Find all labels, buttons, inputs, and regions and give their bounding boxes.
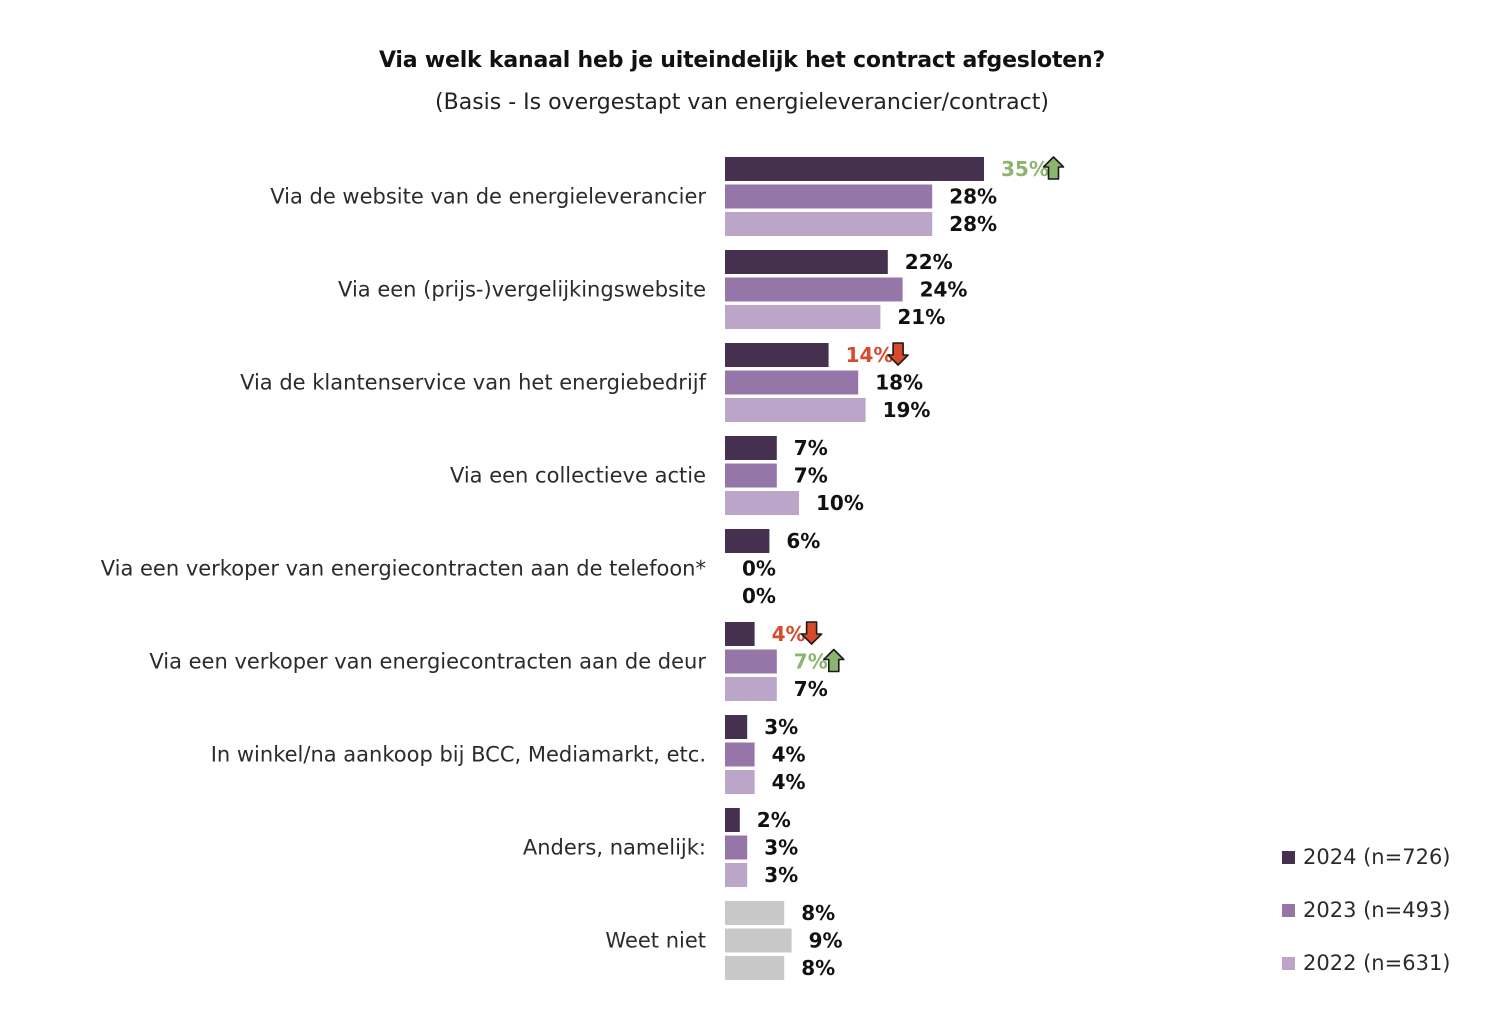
value-label-2022-via-een-collectieve-actie: 10%	[816, 491, 864, 515]
bar-2024-anders-namelijk	[725, 808, 740, 832]
category-label-via-een-prijs-vergelijkingswebsite: Via een (prijs-)vergelijkingswebsite	[338, 278, 706, 302]
bar-2024-via-de-website-van-de-energieleverancier	[725, 157, 984, 181]
bar-2024-via-een-collectieve-actie	[725, 436, 777, 460]
bar-2023-via-een-prijs-vergelijkingswebsite	[725, 277, 903, 302]
category-label-via-een-collectieve-actie: Via een collectieve actie	[450, 464, 706, 488]
value-label-2024-via-een-verkoper-van-energiecontracten-aan-de-deur: 4%	[772, 622, 806, 646]
bar-2022-via-de-klantenservice-van-het-energiebedrijf	[725, 398, 866, 422]
bar-2023-anders-namelijk	[725, 835, 748, 860]
trend-down-icon-2024-via-de-klantenservice-van-het-energiebedrijf	[887, 342, 909, 366]
value-label-2022-via-de-website-van-de-energieleverancier: 28%	[949, 212, 997, 236]
trend-up-icon-2023-via-een-verkoper-van-energiecontracten-aan-de-deur	[822, 648, 845, 673]
legend-item-2022: 2022 (n=631)	[1282, 951, 1451, 975]
legend-label-2024: 2024 (n=726)	[1303, 845, 1451, 869]
trend-down-icon-2024-via-een-verkoper-van-energiecontracten-aan-de-deur	[800, 621, 823, 645]
value-label-2023-via-een-collectieve-actie: 7%	[794, 464, 828, 488]
bar-2024-via-een-verkoper-van-energiecontracten-aan-de-deur	[725, 622, 755, 646]
value-label-2024-via-de-klantenservice-van-het-energiebedrijf: 14%	[846, 343, 894, 367]
value-label-2024-via-een-verkoper-van-energiecontracten-aan-de-telefoon: 6%	[786, 529, 820, 553]
value-label-2023-via-een-verkoper-van-energiecontracten-aan-de-deur: 7%	[794, 650, 828, 674]
chart-title: Via welk kanaal heb je uiteindelijk het …	[378, 48, 1106, 73]
value-label-2022-via-een-prijs-vergelijkingswebsite: 21%	[897, 305, 945, 329]
value-label-2023-in-winkel-na-aankoop-bij-bcc-mediamarkt-etc: 4%	[772, 743, 806, 767]
bar-2022-via-een-collectieve-actie	[725, 491, 799, 515]
legend-swatch-2022	[1282, 956, 1295, 970]
legend-swatch-2023	[1282, 903, 1295, 917]
legend-item-2023: 2023 (n=493)	[1282, 898, 1451, 922]
bar-2023-via-de-website-van-de-energieleverancier	[725, 184, 933, 209]
bar-2023-in-winkel-na-aankoop-bij-bcc-mediamarkt-etc	[725, 742, 755, 767]
category-label-via-de-klantenservice-van-het-energiebedrijf: Via de klantenservice van het energiebed…	[240, 371, 707, 395]
value-label-2024-via-de-website-van-de-energieleverancier: 35%	[1001, 157, 1049, 181]
bar-chart: Via de website van de energieleverancier…	[101, 156, 1065, 980]
value-label-2023-via-de-klantenservice-van-het-energiebedrijf: 18%	[875, 371, 923, 395]
bar-2024-via-een-prijs-vergelijkingswebsite	[725, 250, 888, 274]
bar-2022-via-de-website-van-de-energieleverancier	[725, 212, 933, 236]
value-label-2022-via-de-klantenservice-van-het-energiebedrijf: 19%	[883, 398, 931, 422]
value-label-2024-via-een-collectieve-actie: 7%	[794, 436, 828, 460]
bar-2024-in-winkel-na-aankoop-bij-bcc-mediamarkt-etc	[725, 715, 748, 739]
category-label-in-winkel-na-aankoop-bij-bcc-mediamarkt-etc: In winkel/na aankoop bij BCC, Mediamarkt…	[211, 743, 706, 767]
bar-2024-weet-niet	[725, 901, 785, 925]
category-label-via-een-verkoper-van-energiecontracten-aan-de-deur: Via een verkoper van energiecontracten a…	[149, 650, 706, 674]
bar-2022-weet-niet	[725, 956, 785, 980]
value-label-2023-weet-niet: 9%	[809, 929, 843, 953]
value-label-2022-anders-namelijk: 3%	[764, 863, 798, 887]
value-label-2023-via-een-verkoper-van-energiecontracten-aan-de-telefoon: 0%	[742, 557, 776, 581]
bar-2023-via-een-collectieve-actie	[725, 463, 777, 488]
value-label-2023-anders-namelijk: 3%	[764, 836, 798, 860]
category-label-weet-niet: Weet niet	[605, 929, 706, 953]
bar-2022-via-een-prijs-vergelijkingswebsite	[725, 305, 881, 329]
trend-up-icon-2024-via-de-website-van-de-energieleverancier	[1042, 156, 1065, 180]
value-label-2024-weet-niet: 8%	[801, 901, 835, 925]
category-label-via-de-website-van-de-energieleverancier: Via de website van de energieleverancier	[270, 185, 706, 209]
chart-subtitle: (Basis - Is overgestapt van energielever…	[435, 90, 1049, 115]
category-label-via-een-verkoper-van-energiecontracten-aan-de-telefoon: Via een verkoper van energiecontracten a…	[101, 557, 706, 581]
bar-2022-via-een-verkoper-van-energiecontracten-aan-de-deur	[725, 677, 777, 701]
bar-2023-via-de-klantenservice-van-het-energiebedrijf	[725, 370, 859, 395]
legend-label-2023: 2023 (n=493)	[1303, 898, 1451, 922]
bar-2023-via-een-verkoper-van-energiecontracten-aan-de-deur	[725, 649, 777, 674]
bar-2024-via-de-klantenservice-van-het-energiebedrijf	[725, 343, 829, 367]
value-label-2024-in-winkel-na-aankoop-bij-bcc-mediamarkt-etc: 3%	[764, 715, 798, 739]
value-label-2022-via-een-verkoper-van-energiecontracten-aan-de-deur: 7%	[794, 677, 828, 701]
value-label-2024-via-een-prijs-vergelijkingswebsite: 22%	[905, 250, 953, 274]
bar-2023-weet-niet	[725, 928, 792, 953]
value-label-2022-in-winkel-na-aankoop-bij-bcc-mediamarkt-etc: 4%	[772, 770, 806, 794]
value-label-2023-via-de-website-van-de-energieleverancier: 28%	[949, 185, 997, 209]
value-label-2024-anders-namelijk: 2%	[757, 808, 791, 832]
legend-item-2024: 2024 (n=726)	[1282, 845, 1451, 869]
legend-swatch-2024	[1282, 850, 1295, 864]
value-label-2023-via-een-prijs-vergelijkingswebsite: 24%	[920, 278, 968, 302]
legend-label-2022: 2022 (n=631)	[1303, 951, 1451, 975]
bar-2022-in-winkel-na-aankoop-bij-bcc-mediamarkt-etc	[725, 770, 755, 794]
value-label-2022-via-een-verkoper-van-energiecontracten-aan-de-telefoon: 0%	[742, 584, 776, 608]
category-label-anders-namelijk: Anders, namelijk:	[523, 836, 706, 860]
value-label-2022-weet-niet: 8%	[801, 956, 835, 980]
bar-2022-anders-namelijk	[725, 863, 748, 887]
bar-2024-via-een-verkoper-van-energiecontracten-aan-de-telefoon	[725, 529, 770, 553]
